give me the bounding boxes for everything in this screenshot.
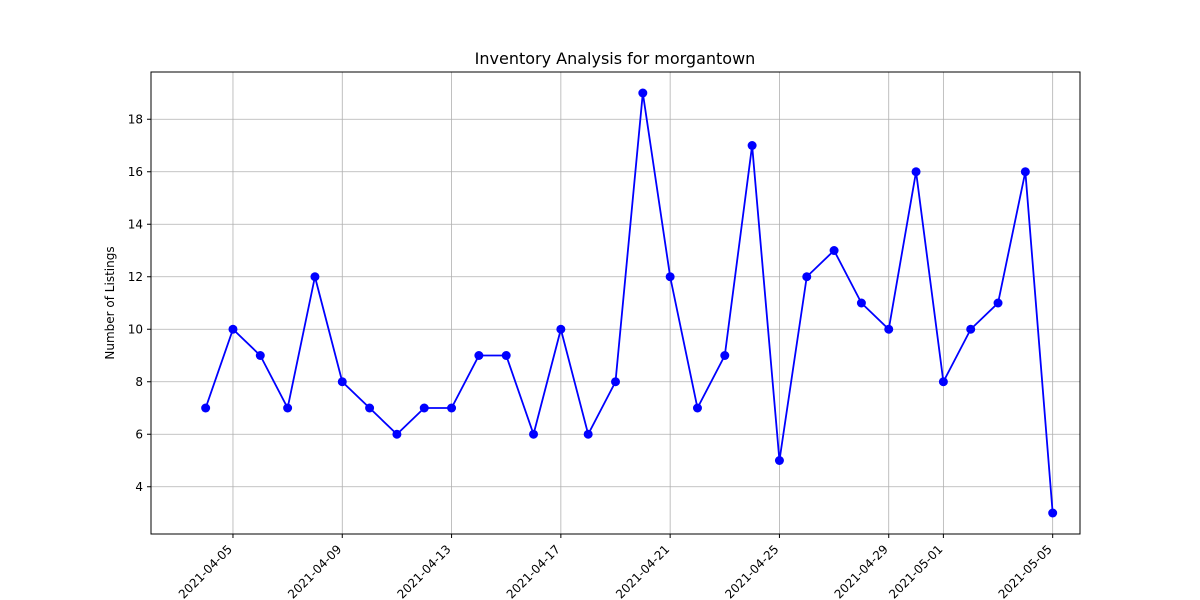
x-tick-label: 2021-04-21 — [613, 542, 672, 600]
data-point — [720, 351, 730, 360]
data-point — [474, 351, 484, 360]
x-tick-label: 2021-05-05 — [996, 542, 1055, 600]
data-point — [802, 272, 812, 282]
data-point — [638, 88, 648, 98]
series-polyline — [204, 92, 1054, 514]
data-point — [911, 167, 921, 177]
data-point — [938, 377, 948, 387]
data-point — [829, 246, 839, 255]
x-tick-label: 2021-04-05 — [176, 542, 235, 600]
data-point — [419, 403, 429, 413]
data-point — [993, 298, 1003, 308]
data-point — [856, 298, 866, 308]
y-tick-label: 6 — [135, 427, 143, 441]
grid — [151, 72, 1080, 534]
data-point — [255, 351, 265, 360]
y-tick-label: 14 — [128, 217, 143, 231]
data-point — [884, 324, 894, 334]
data-point — [556, 324, 566, 334]
series-line — [204, 92, 1054, 514]
data-point — [283, 403, 293, 413]
data-point — [1020, 167, 1030, 177]
data-point — [392, 429, 402, 439]
data-point — [692, 403, 702, 413]
y-tick-label: 10 — [128, 322, 143, 336]
y-tick-label: 4 — [135, 480, 143, 494]
x-tick-label: 2021-04-17 — [504, 542, 563, 600]
x-tick-label: 2021-04-09 — [285, 542, 344, 600]
y-tick-label: 8 — [135, 375, 143, 389]
data-point — [228, 324, 238, 334]
data-point — [201, 403, 211, 413]
y-axis-ticks: 4 6 8 10 12 14 16 18 — [128, 112, 151, 494]
x-tick-label: 2021-04-13 — [394, 542, 453, 600]
data-point — [365, 403, 375, 413]
data-point — [774, 456, 784, 465]
data-point — [611, 377, 620, 387]
x-tick-label: 2021-04-25 — [722, 542, 781, 600]
data-points — [201, 88, 1058, 518]
y-axis-label: Number of Listings — [103, 246, 117, 359]
x-axis-ticks: 2021-04-05 2021-04-09 2021-04-13 2021-04-17… — [176, 534, 1055, 600]
data-point — [747, 141, 757, 150]
data-point — [447, 403, 457, 413]
y-tick-label: 18 — [128, 112, 143, 126]
data-point — [583, 429, 593, 439]
data-point — [966, 324, 976, 334]
data-point — [1048, 508, 1058, 518]
x-tick-label: 2021-04-29 — [832, 542, 891, 600]
data-point — [337, 377, 347, 387]
plot-frame — [150, 71, 1081, 535]
data-point — [310, 272, 320, 282]
data-point — [665, 272, 675, 282]
chart-title: Inventory Analysis for morgantown — [475, 49, 756, 68]
data-point — [529, 429, 539, 439]
x-tick-label: 2021-05-01 — [886, 542, 945, 600]
data-point — [501, 351, 511, 360]
y-tick-label: 12 — [128, 270, 143, 284]
y-tick-label: 16 — [128, 165, 143, 179]
